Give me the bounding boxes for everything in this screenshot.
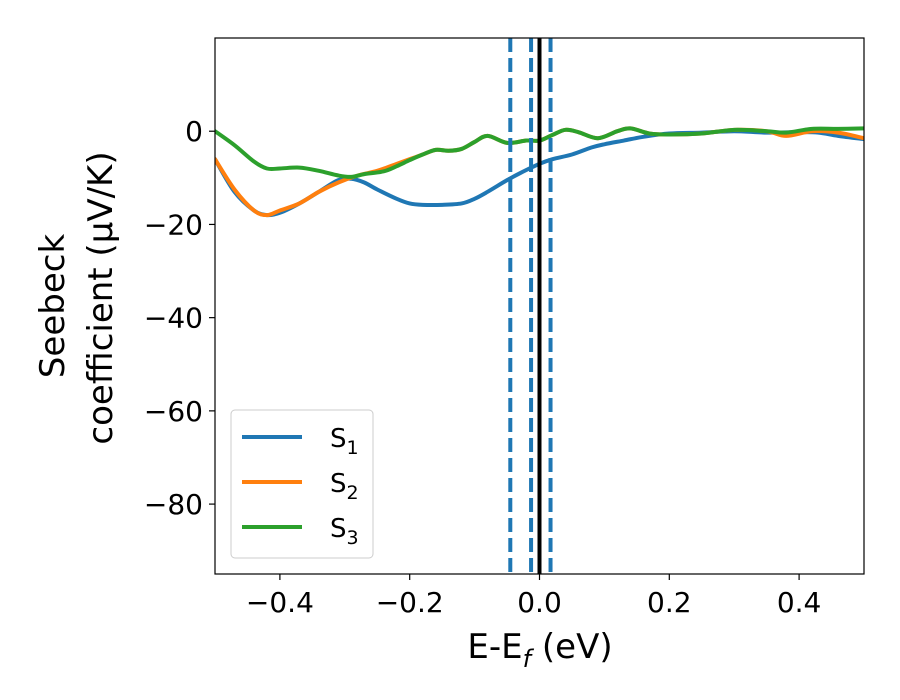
legend-label-s1: S1 [330, 424, 359, 459]
x-axis: −0.4 −0.2 0.0 0.2 0.4 [246, 574, 821, 619]
y-tick-label: −40 [144, 302, 203, 335]
y-axis: 0 −20 −40 −60 −80 [144, 115, 215, 521]
x-tick-label: −0.4 [246, 586, 314, 619]
x-tick-label: 0.4 [777, 586, 822, 619]
x-axis-label-unit: (eV) [531, 627, 613, 667]
plot-area [215, 38, 864, 574]
y-tick-label: −20 [144, 208, 203, 241]
x-tick-label: 0.2 [647, 586, 692, 619]
legend-label-s2: S2 [330, 469, 359, 504]
x-tick-label: 0.0 [517, 586, 562, 619]
x-axis-label: E-Ef (eV) [467, 627, 612, 673]
legend-label-s3: S3 [330, 514, 359, 549]
y-tick-label: −60 [144, 395, 203, 428]
y-tick-label: 0 [185, 115, 203, 148]
x-tick-label: −0.2 [376, 586, 444, 619]
y-tick-label: −80 [144, 488, 203, 521]
y-axis-label-line1: Seebeck [33, 234, 73, 379]
series-line-s3 [215, 126, 864, 179]
legend: S1 S2 S3 [230, 409, 374, 559]
y-axis-label-line2: coefficient (μV/K) [81, 151, 121, 444]
